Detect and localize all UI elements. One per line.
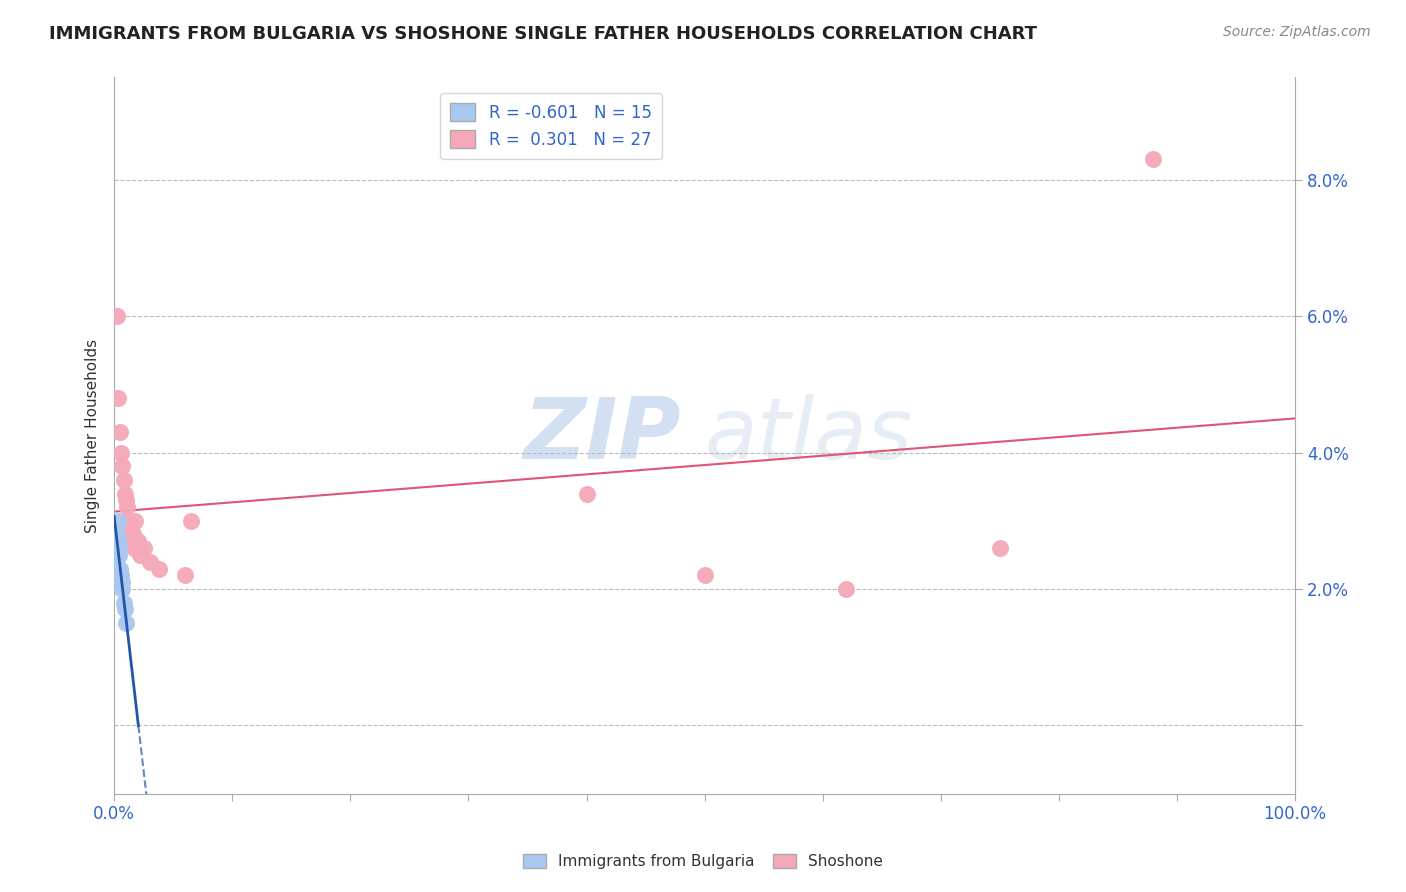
Point [105, 527, 128, 541]
Point [988, 541, 1011, 555]
Point [108, 425, 131, 439]
Point [105, 309, 128, 323]
Text: ZIP: ZIP [523, 394, 681, 477]
Legend: R = -0.601   N = 15, R =  0.301   N = 27: R = -0.601 N = 15, R = 0.301 N = 27 [440, 93, 662, 159]
Point [180, 514, 202, 528]
Text: IMMIGRANTS FROM BULGARIA VS SHOSHONE SINGLE FATHER HOUSEHOLDS CORRELATION CHART: IMMIGRANTS FROM BULGARIA VS SHOSHONE SIN… [49, 25, 1038, 43]
Point [1142, 153, 1164, 167]
Point [117, 514, 139, 528]
Point [575, 486, 598, 500]
Point [120, 534, 142, 549]
Point [114, 602, 136, 616]
Point [122, 541, 145, 555]
Point [112, 473, 135, 487]
Text: Source: ZipAtlas.com: Source: ZipAtlas.com [1223, 25, 1371, 39]
Point [174, 568, 197, 582]
Point [111, 582, 134, 596]
Point [124, 514, 146, 528]
Point [148, 561, 170, 575]
Point [132, 541, 155, 555]
Point [110, 445, 132, 459]
Y-axis label: Single Father Households: Single Father Households [86, 338, 100, 533]
Point [108, 541, 131, 555]
Point [835, 582, 858, 596]
Text: atlas: atlas [704, 394, 912, 477]
Point [111, 459, 134, 474]
Point [138, 555, 160, 569]
Point [108, 561, 131, 575]
Point [127, 534, 149, 549]
Point [693, 568, 716, 582]
Point [115, 616, 138, 631]
Point [107, 534, 129, 549]
Point [107, 514, 129, 528]
Point [118, 527, 141, 541]
Point [105, 548, 128, 562]
Point [114, 486, 136, 500]
Point [122, 527, 145, 541]
Point [104, 534, 127, 549]
Point [129, 548, 152, 562]
Point [107, 391, 129, 405]
Point [110, 568, 132, 582]
Point [108, 548, 131, 562]
Point [108, 568, 131, 582]
Point [111, 575, 134, 590]
Legend: Immigrants from Bulgaria, Shoshone: Immigrants from Bulgaria, Shoshone [517, 848, 889, 875]
Point [112, 596, 135, 610]
Point [115, 500, 138, 515]
Point [115, 493, 138, 508]
